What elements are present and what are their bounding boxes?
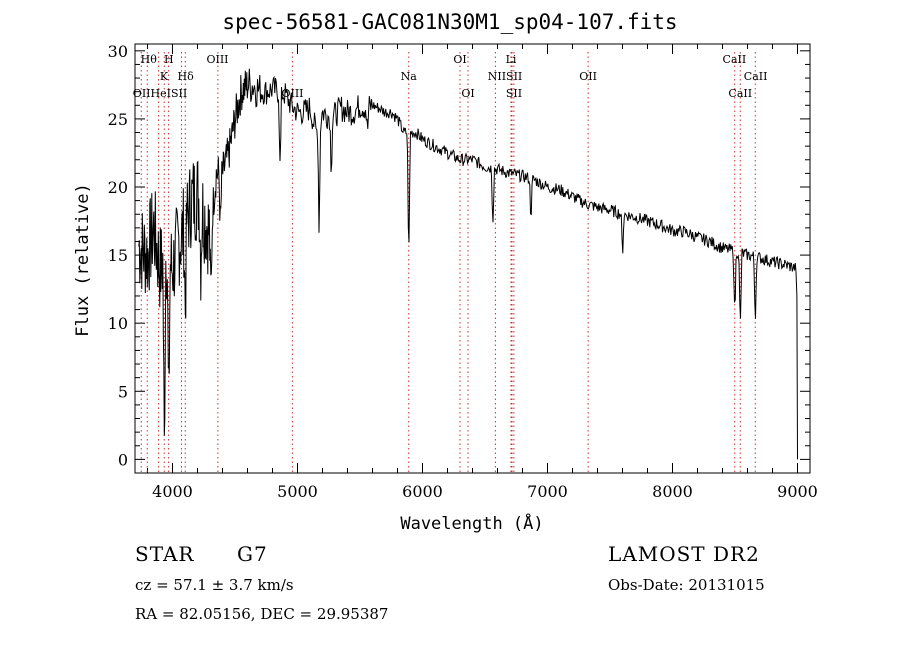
y-tick-label: 20 xyxy=(108,178,128,197)
emission-line-label: OI xyxy=(453,53,466,66)
x-tick-label: 7000 xyxy=(527,482,568,501)
y-tick-label: 15 xyxy=(108,246,128,265)
emission-line-label: OII xyxy=(579,70,597,83)
axes: 4000 5000 6000 7000 8000 9000 0 5 10 15 20 25 30 xyxy=(108,42,818,501)
survey-label: LAMOST DR2 xyxy=(608,542,760,566)
y-tick-label: 30 xyxy=(108,42,128,61)
y-axis-label: Flux (relative) xyxy=(73,183,93,337)
obs-date-text: Obs-Date: 20131015 xyxy=(608,576,765,594)
emission-line-label: H xyxy=(164,53,174,66)
emission-line-label: OIII xyxy=(206,53,228,66)
x-axis-label: Wavelength (Å) xyxy=(400,512,543,534)
redshift-text: cz = 57.1 ± 3.7 km/s xyxy=(135,576,294,594)
y-tick-label: 10 xyxy=(108,314,128,333)
x-tick-label: 4000 xyxy=(152,482,193,501)
emission-line-label: CaII xyxy=(744,70,768,83)
emission-line-label: Hθ xyxy=(141,53,158,66)
y-tick-label: 0 xyxy=(118,450,128,469)
chart-title: spec-56581-GAC081N30M1_sp04-107.fits xyxy=(222,10,678,34)
object-class: STAR xyxy=(135,542,195,566)
emission-line-label: OI xyxy=(461,87,474,100)
emission-line-label: Li xyxy=(506,53,517,66)
y-tick-label: 5 xyxy=(118,382,128,401)
x-tick-label: 5000 xyxy=(277,482,318,501)
object-subclass: G7 xyxy=(237,542,268,566)
emission-line-label: OIIHeISII xyxy=(133,87,187,100)
emission-line-label: SII xyxy=(506,87,522,100)
emission-line-label: Hδ xyxy=(178,70,195,83)
x-tick-label: 9000 xyxy=(777,482,818,501)
emission-line-label: K xyxy=(160,70,169,83)
spectrum-line xyxy=(138,68,798,460)
coordinates-text: RA = 82.05156, DEC = 29.95387 xyxy=(135,605,389,623)
x-tick-label: 8000 xyxy=(652,482,693,501)
y-tick-label: 25 xyxy=(108,110,128,129)
emission-line-labels: Hθ H OIII OI Li CaII K Hδ Na NIISII OII CaII OIIHeIS… xyxy=(133,53,768,100)
emission-line-label: CaII xyxy=(728,87,752,100)
emission-line-label: NIISII xyxy=(488,70,523,83)
x-tick-label: 6000 xyxy=(402,482,443,501)
emission-line-label: Na xyxy=(401,70,418,83)
emission-line-label: CaII xyxy=(723,53,747,66)
